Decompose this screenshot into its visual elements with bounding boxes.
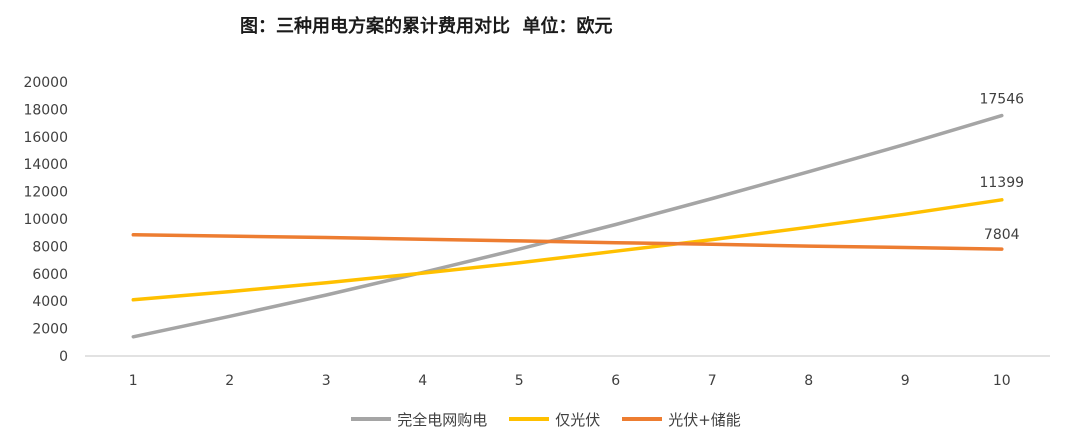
y-tick-label: 4000 [32, 294, 68, 310]
x-tick-label: 9 [901, 373, 910, 389]
legend-swatch [622, 417, 663, 421]
legend-swatch [509, 417, 550, 421]
x-tick-label: 2 [225, 373, 234, 389]
y-tick-label: 10000 [23, 212, 68, 228]
y-tick-label: 12000 [23, 185, 68, 201]
series-lines [131, 113, 1004, 339]
y-tick-label: 18000 [23, 102, 68, 118]
y-tick-label: 0 [59, 349, 68, 365]
y-tick-label: 16000 [23, 130, 68, 146]
legend-item-3: 光伏+储能 [622, 409, 741, 430]
legend-label: 完全电网购电 [397, 410, 488, 429]
x-tick-label: 4 [418, 373, 427, 389]
x-tick-label: 1 [129, 373, 138, 389]
legend-item-1: 完全电网购电 [351, 409, 487, 430]
series-line-1 [131, 113, 1004, 339]
y-axis-ticks: 0 2000 4000 6000 8000 10000 12000 14000 16000 180… [23, 75, 68, 365]
chart-title: 图：三种用电方案的累计费用对比 单位：欧元 [240, 16, 613, 37]
legend-label: 仅光伏 [555, 410, 601, 429]
data-label-2: 11399 [979, 175, 1024, 191]
x-tick-label: 3 [322, 373, 331, 389]
x-tick-label: 6 [611, 373, 620, 389]
data-labels: 17546 11399 7804 [979, 92, 1024, 243]
legend-label: 光伏+储能 [668, 410, 741, 429]
legend-item-2: 仅光伏 [509, 409, 600, 430]
x-tick-label: 7 [708, 373, 717, 389]
series-line-3 [131, 233, 1004, 251]
x-axis-ticks: 1 2 3 4 5 6 7 8 9 10 [129, 373, 1011, 389]
series-line-2 [131, 198, 1004, 302]
legend-swatch [351, 417, 392, 421]
legend: 完全电网购电 仅光伏 光伏+储能 [0, 406, 1080, 432]
y-tick-label: 2000 [32, 322, 68, 338]
data-label-1: 17546 [979, 92, 1024, 108]
data-label-3: 7804 [984, 227, 1020, 243]
x-tick-label: 5 [515, 373, 524, 389]
y-tick-label: 14000 [23, 157, 68, 173]
x-tick-label: 8 [804, 373, 813, 389]
y-tick-label: 6000 [32, 267, 68, 283]
y-tick-label: 20000 [23, 75, 68, 91]
x-tick-label: 10 [993, 373, 1011, 389]
y-tick-label: 8000 [32, 239, 68, 255]
